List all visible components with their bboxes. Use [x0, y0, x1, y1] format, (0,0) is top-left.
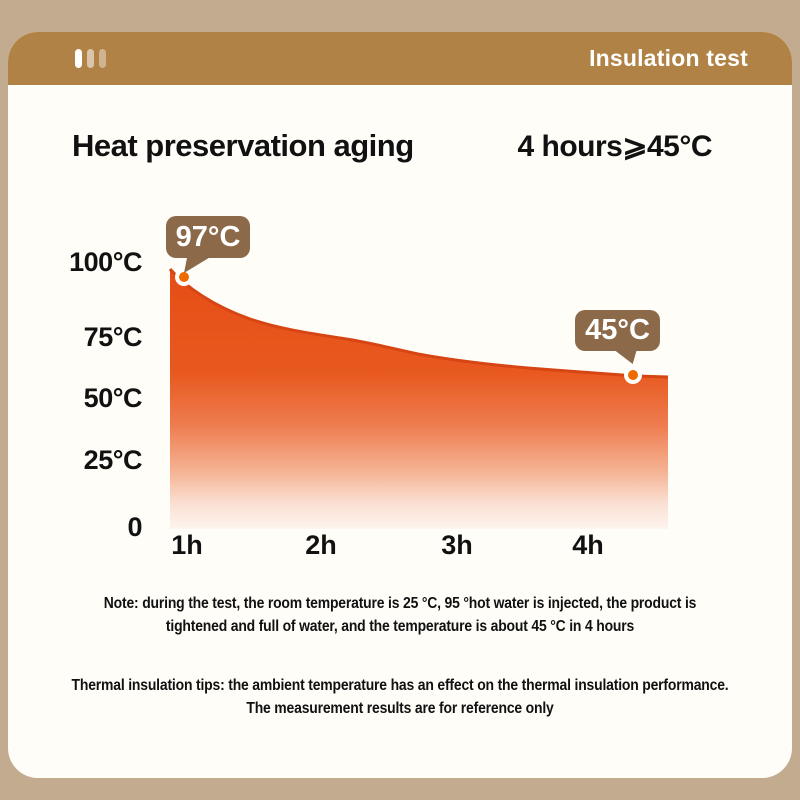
area-fill [170, 269, 668, 529]
claim-text: 4 hours⩾45°C [517, 130, 712, 163]
data-point-45c [624, 366, 642, 384]
signal-bars-icon [75, 49, 106, 68]
callout-97c-tail [184, 256, 212, 273]
test-note-line2: tightened and full of water, and the tem… [165, 618, 635, 635]
test-note: Note: during the test, the room temperat… [47, 592, 753, 638]
x-tick-1h: 1h [171, 530, 203, 560]
x-tick-3h: 3h [441, 530, 473, 560]
insulation-tips-line2: The measurement results are for referenc… [246, 700, 554, 717]
callout-97c-label: 97°C [175, 220, 241, 253]
callout-45c: 45°C [575, 310, 660, 364]
header-bar: Insulation test [8, 32, 792, 85]
x-tick-4h: 4h [572, 530, 604, 560]
x-tick-2h: 2h [305, 530, 337, 560]
infographic-card: Insulation test Heat preservation aging … [8, 32, 792, 778]
insulation-tips-line1: Thermal insulation tips: the ambient tem… [71, 677, 729, 694]
y-tick-100: 100°C [69, 247, 142, 277]
test-note-line1: Note: during the test, the room temperat… [103, 595, 697, 612]
y-tick-25: 25°C [83, 445, 143, 475]
callout-97c: 97°C [166, 216, 250, 273]
y-tick-50: 50°C [83, 383, 143, 413]
callout-45c-label: 45°C [585, 314, 650, 346]
header-title: Insulation test [589, 45, 748, 71]
page-title: Heat preservation aging [72, 128, 414, 163]
y-tick-0: 0 [127, 512, 142, 542]
data-point-97c [175, 268, 193, 286]
callout-45c-tail [613, 349, 637, 364]
y-tick-75: 75°C [83, 322, 143, 352]
insulation-tips: Thermal insulation tips: the ambient tem… [47, 674, 753, 720]
title-row: Heat preservation aging 4 hours⩾45°C [8, 128, 792, 164]
